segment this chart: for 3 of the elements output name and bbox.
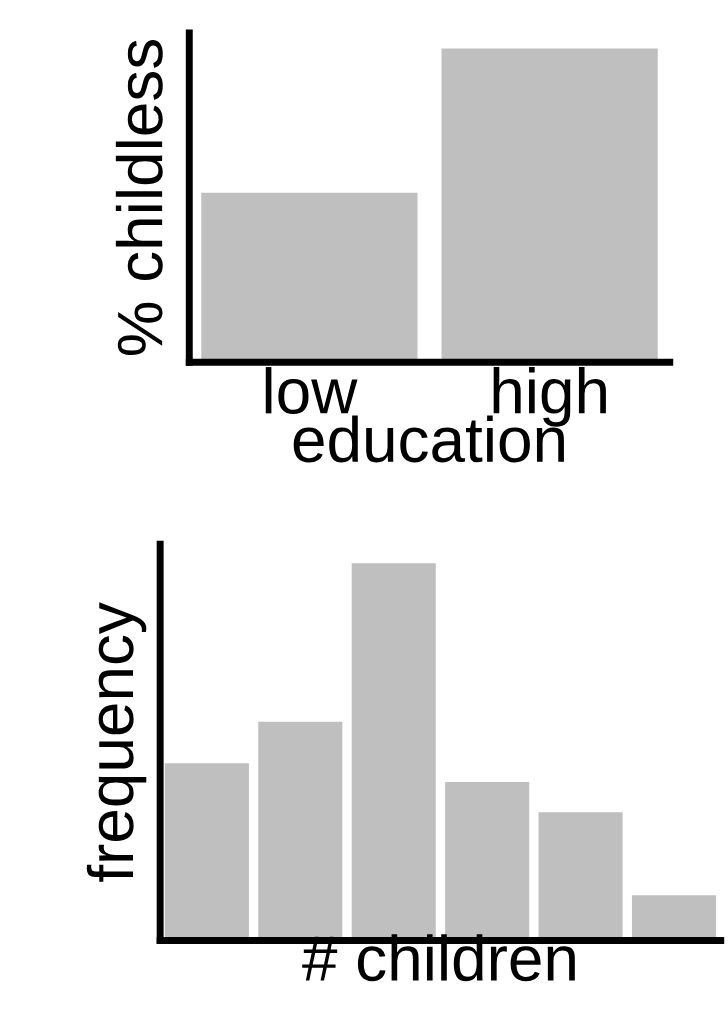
y-axis-title: % childless [115,40,163,356]
x-tick-label: low [265,367,358,414]
y-axis-title: frequency [86,602,147,882]
